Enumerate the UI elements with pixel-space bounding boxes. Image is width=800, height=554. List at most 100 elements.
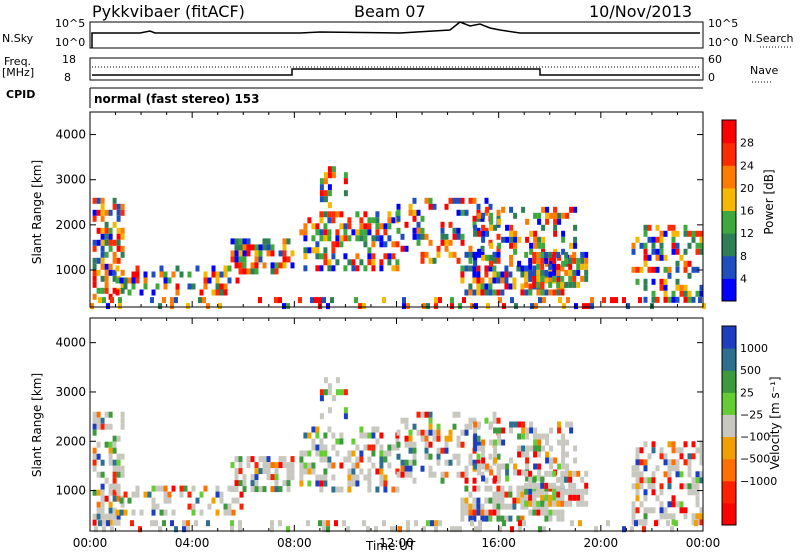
echo-cell bbox=[182, 520, 186, 527]
echo-cell bbox=[254, 268, 259, 275]
echo-cell bbox=[112, 275, 117, 282]
echo-cell bbox=[92, 489, 97, 496]
echo-cell bbox=[481, 236, 486, 243]
echo-cell bbox=[502, 520, 506, 527]
echo-cell bbox=[120, 471, 125, 478]
echo-cell bbox=[347, 474, 352, 481]
echo-cell bbox=[548, 251, 553, 258]
echo-cell bbox=[683, 230, 688, 237]
xtick-label: 04:00 bbox=[175, 536, 210, 550]
echo-cell bbox=[315, 265, 320, 272]
echo-cell bbox=[420, 251, 425, 258]
echo-cell bbox=[460, 271, 465, 278]
echo-cell bbox=[367, 253, 372, 260]
echo-cell bbox=[266, 238, 271, 245]
echo-cell bbox=[560, 275, 565, 282]
echo-cell bbox=[359, 468, 364, 475]
echo-cell bbox=[452, 411, 457, 418]
echo-cell bbox=[556, 485, 561, 492]
echo-cell bbox=[474, 303, 478, 310]
echo-cell bbox=[379, 444, 384, 451]
echo-cell bbox=[521, 421, 526, 428]
echo-cell bbox=[528, 257, 533, 264]
echo-cell bbox=[635, 489, 640, 496]
echo-cell bbox=[382, 520, 386, 527]
echo-cell bbox=[651, 471, 656, 478]
echo-cell bbox=[683, 290, 688, 297]
echo-cell bbox=[303, 235, 308, 242]
echo-cell bbox=[509, 224, 514, 231]
echo-cell bbox=[634, 520, 638, 527]
echo-cell bbox=[116, 471, 121, 478]
echo-cell bbox=[412, 197, 417, 204]
echo-cell bbox=[258, 256, 263, 263]
echo-cell bbox=[557, 427, 562, 434]
colorbar-segment bbox=[722, 370, 736, 393]
echo-cell bbox=[552, 500, 557, 507]
echo-cell bbox=[540, 251, 545, 258]
echo-cell bbox=[698, 297, 702, 304]
echo-cell bbox=[323, 377, 328, 384]
echo-cell bbox=[94, 526, 98, 533]
echo-cell bbox=[509, 260, 514, 267]
echo-cell bbox=[473, 260, 478, 267]
echo-cell bbox=[112, 483, 117, 490]
echo-cell bbox=[355, 444, 360, 451]
echo-cell bbox=[557, 212, 562, 219]
echo-cell bbox=[456, 441, 461, 448]
echo-cell bbox=[420, 227, 425, 234]
echo-cell bbox=[663, 230, 668, 237]
echo-cell bbox=[614, 297, 618, 304]
echo-cell bbox=[647, 266, 652, 273]
echo-cell bbox=[528, 500, 533, 507]
echo-cell bbox=[219, 271, 224, 278]
echo-cell bbox=[143, 271, 148, 278]
echo-cell bbox=[630, 526, 634, 533]
echo-cell bbox=[500, 503, 505, 510]
nsky-label: N.Sky bbox=[2, 32, 34, 45]
echo-cell bbox=[298, 297, 302, 304]
echo-cell bbox=[359, 223, 364, 230]
echo-cell bbox=[580, 257, 585, 264]
echo-cell bbox=[387, 223, 392, 230]
echo-cell bbox=[186, 303, 190, 310]
echo-cell bbox=[187, 491, 192, 498]
echo-cell bbox=[331, 486, 336, 493]
echo-cell bbox=[568, 281, 573, 288]
echo-cell bbox=[92, 519, 97, 526]
echo-cell bbox=[395, 259, 400, 266]
echo-cell bbox=[548, 509, 553, 516]
echo-cell bbox=[541, 242, 546, 249]
echo-cell bbox=[486, 303, 490, 310]
echo-cell bbox=[448, 239, 453, 246]
echo-cell bbox=[564, 488, 569, 495]
echo-cell bbox=[472, 485, 477, 492]
ytick-label: 2000 bbox=[55, 434, 86, 448]
echo-cell bbox=[458, 526, 462, 533]
echo-cell bbox=[343, 190, 348, 197]
colorbar-tick-label: 1000 bbox=[740, 342, 768, 355]
echo-cell bbox=[448, 459, 453, 466]
echo-cell bbox=[481, 463, 486, 470]
echo-cell bbox=[651, 447, 656, 454]
echo-cell bbox=[528, 470, 533, 477]
echo-cell bbox=[127, 277, 132, 284]
echo-cell bbox=[315, 444, 320, 451]
echo-cell bbox=[528, 509, 533, 516]
echo-cell bbox=[573, 457, 578, 464]
echo-cell bbox=[561, 248, 566, 255]
echo-cell bbox=[553, 248, 558, 255]
echo-cell bbox=[406, 303, 410, 310]
echo-cell bbox=[367, 468, 372, 475]
echo-cell bbox=[358, 303, 362, 310]
echo-cell bbox=[108, 501, 113, 508]
station-title: Pykkvibaer (fitACF) bbox=[92, 2, 245, 21]
echo-cell bbox=[258, 297, 262, 304]
echo-cell bbox=[131, 277, 136, 284]
echo-cell bbox=[139, 289, 144, 296]
echo-cell bbox=[699, 248, 704, 255]
echo-cell bbox=[422, 303, 426, 310]
echo-cell bbox=[147, 491, 152, 498]
echo-cell bbox=[553, 224, 558, 231]
echo-cell bbox=[171, 485, 176, 492]
